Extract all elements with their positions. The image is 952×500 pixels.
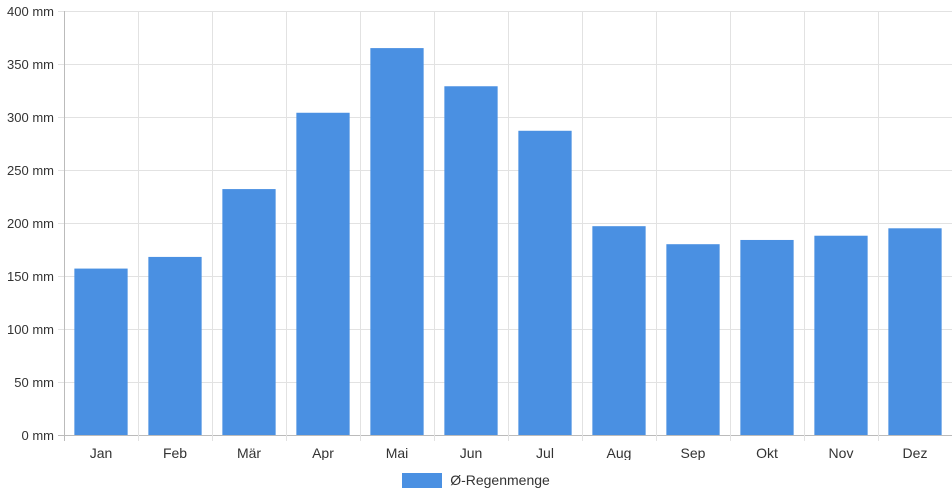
legend: Ø-Regenmenge [0,472,952,488]
bar-mai [370,48,424,435]
y-tick-label: 300 mm [7,110,54,125]
bar-mär [222,189,276,435]
y-tick-label: 250 mm [7,163,54,178]
x-tick-label: Jul [536,445,554,460]
bar-jan [74,268,128,435]
bar-jul [518,130,572,435]
y-tick-label: 200 mm [7,216,54,231]
bar-jun [444,86,498,435]
x-tick-label: Dez [903,445,928,460]
x-tick-label: Sep [681,445,706,460]
bar-chart: 0 mm 50 mm 100 mm 150 mm 200 mm 250 mm 300 mm 3… [7,4,952,461]
bar-dez [888,228,942,435]
bar-aug [592,226,646,435]
bar-nov [814,235,868,435]
y-tick-label: 0 mm [22,428,55,443]
legend-swatch-rainfall [402,472,443,488]
y-tick-label: 400 mm [7,4,54,19]
x-tick-label: Jun [460,445,483,460]
bar-apr [296,112,350,435]
y-tick-label: 50 mm [14,375,54,390]
x-tick-label: Jan [90,445,113,460]
x-tick-label: Feb [163,445,187,460]
x-tick-label: Nov [829,445,854,460]
legend-label-rainfall: Ø-Regenmenge [450,472,550,488]
bar-sep [666,244,720,435]
x-tick-label: Apr [312,445,334,460]
x-tick-label: Okt [756,445,778,460]
x-tick-label: Aug [607,445,632,460]
bar-feb [148,256,202,435]
x-tick-label: Mär [237,445,261,460]
y-tick-label: 350 mm [7,57,54,72]
bar-okt [740,239,794,435]
y-tick-label: 100 mm [7,322,54,337]
x-tick-label: Mai [386,445,409,460]
y-tick-label: 150 mm [7,269,54,284]
